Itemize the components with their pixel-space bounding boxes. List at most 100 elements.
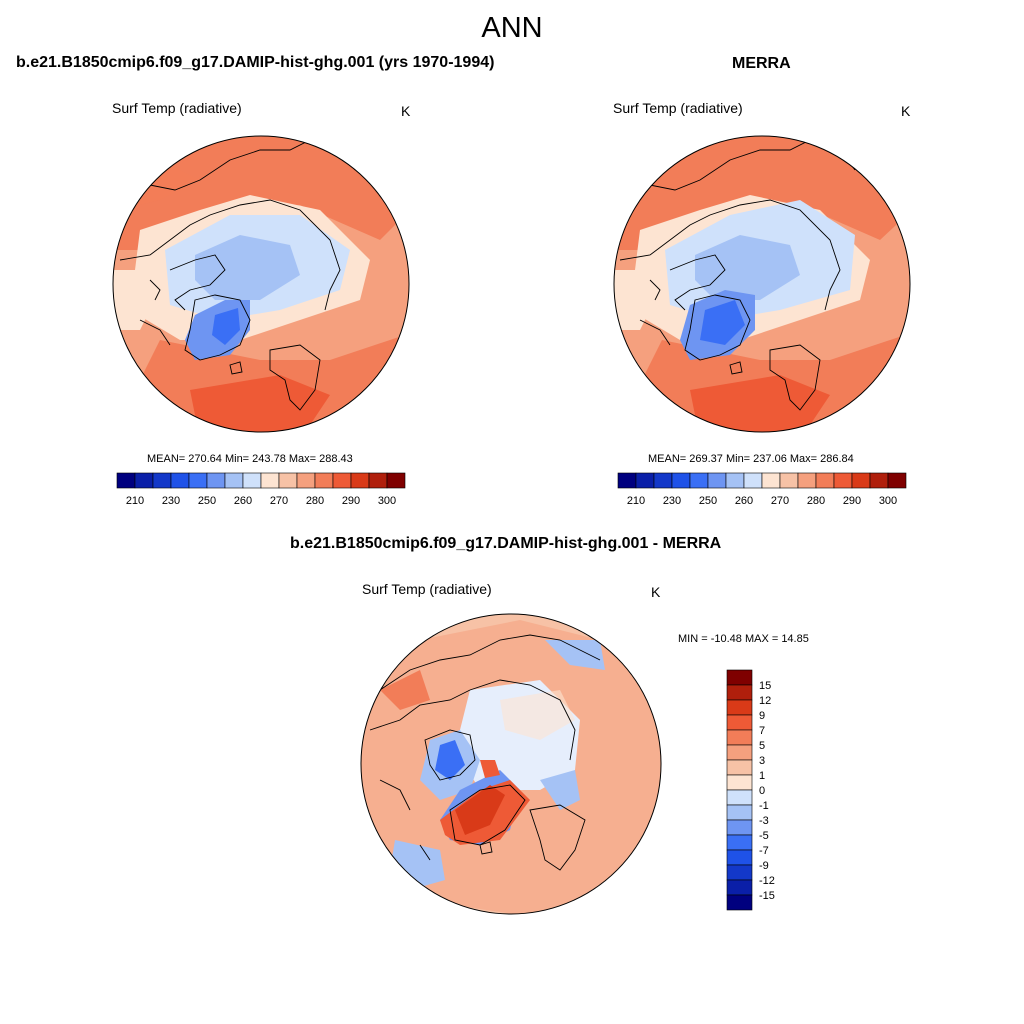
map-model-polar: [113, 136, 409, 432]
panel-1-variable: Surf Temp (radiative): [112, 100, 242, 116]
colorbar-swatch: [887, 472, 907, 489]
colorbar-swatch: [815, 472, 835, 489]
map-merra-outline: [613, 135, 911, 433]
colorbar-swatch: [332, 472, 352, 489]
colorbar-tick-label: 12: [759, 695, 771, 707]
colorbar-tick-label: 280: [807, 495, 825, 507]
panel-1-units: K: [401, 103, 411, 119]
colorbar-tick-label: 230: [162, 495, 180, 507]
colorbar-tick-label: 0: [759, 785, 765, 797]
panel-3-minmax: MIN = -10.48 MAX = 14.85: [678, 633, 809, 645]
colorbar-tick-label: 250: [699, 495, 717, 507]
colorbar-tick-label: -7: [759, 845, 769, 857]
colorbar-tick-label: 3: [759, 755, 765, 767]
colorbar-swatch: [368, 472, 388, 489]
colorbar-tick-label: -3: [759, 815, 769, 827]
colorbar-swatch: [726, 819, 753, 836]
colorbar-swatch: [726, 879, 753, 896]
colorbar-swatch: [726, 729, 753, 746]
colorbar-swatch: [134, 472, 154, 489]
panel-2-title: MERRA: [732, 55, 791, 72]
colorbar-tick-label: 230: [663, 495, 681, 507]
colorbar-swatch: [152, 472, 172, 489]
colorbar-swatch: [653, 472, 673, 489]
panel-3-units: K: [651, 584, 661, 600]
map-difference-coastlines: [369, 634, 601, 871]
figure-title: ANN: [481, 12, 543, 44]
colorbar-tick-label: -15: [759, 890, 775, 902]
colorbar-swatch: [726, 669, 753, 686]
colorbar-swatch: [726, 759, 753, 776]
panel-2-stats: MEAN= 269.37 Min= 237.06 Max= 286.84: [648, 453, 854, 465]
colorbar-tick-label: 7: [759, 725, 765, 737]
colorbar-tick-label: -5: [759, 830, 769, 842]
colorbar-tick-label: -12: [759, 875, 775, 887]
colorbar-swatch: [188, 472, 208, 489]
colorbar-swatch: [726, 834, 753, 851]
colorbar-tick-label: 290: [843, 495, 861, 507]
colorbar-swatch: [869, 472, 889, 489]
colorbar-swatch: [726, 804, 753, 821]
colorbar-tick-label: 5: [759, 740, 765, 752]
colorbar-swatch: [726, 699, 753, 716]
colorbar-tick-label: 210: [627, 495, 645, 507]
colorbar-swatch: [726, 684, 753, 701]
colorbar-tick-label: -1: [759, 800, 769, 812]
colorbar-swatch: [242, 472, 262, 489]
colorbar-swatch: [726, 864, 753, 881]
colorbar-swatch: [224, 472, 244, 489]
colorbar-swatch: [726, 849, 753, 866]
colorbar-swatch: [314, 472, 334, 489]
colorbar-swatch: [797, 472, 817, 489]
colorbar-swatch: [617, 472, 637, 489]
colorbar-tick-label: 270: [270, 495, 288, 507]
colorbar-tick-label: 9: [759, 710, 765, 722]
colorbar-tick-label: 270: [771, 495, 789, 507]
colorbar-swatch: [350, 472, 370, 489]
panel-2-variable: Surf Temp (radiative): [613, 100, 743, 116]
panel-3-title: b.e21.B1850cmip6.f09_g17.DAMIP-hist-ghg.…: [290, 535, 722, 552]
colorbar-merra: 210 230 250 260 270 280 290 300: [617, 472, 907, 507]
colorbar-swatch: [725, 472, 745, 489]
colorbar-swatch: [206, 472, 226, 489]
colorbar-swatch: [707, 472, 727, 489]
colorbar-tick-label: 260: [234, 495, 252, 507]
colorbar-tick-label: 290: [342, 495, 360, 507]
map-difference-polar: [361, 614, 661, 914]
panel-3-variable: Surf Temp (radiative): [362, 581, 492, 597]
colorbar-swatch: [296, 472, 316, 489]
colorbar-tick-label: 300: [378, 495, 396, 507]
colorbar-tick-label: 300: [879, 495, 897, 507]
map-difference-outline: [360, 613, 662, 915]
colorbar-model: 210 230 250 260 270 280 290 300: [116, 472, 406, 507]
panel-2-units: K: [901, 103, 911, 119]
colorbar-swatch: [726, 744, 753, 761]
colorbar-difference: 15 12 9 7 5 3 1 0 -1 -3 -5 -7 -9 -12 -15: [726, 669, 775, 911]
colorbar-swatch: [116, 472, 136, 489]
colorbar-swatch: [851, 472, 871, 489]
panel-1-title: b.e21.B1850cmip6.f09_g17.DAMIP-hist-ghg.…: [16, 54, 495, 71]
colorbar-swatch: [278, 472, 298, 489]
colorbar-swatch: [726, 714, 753, 731]
colorbar-swatch: [635, 472, 655, 489]
colorbar-tick-label: 210: [126, 495, 144, 507]
colorbar-tick-label: 1: [759, 770, 765, 782]
colorbar-swatch: [386, 472, 406, 489]
colorbar-swatch: [671, 472, 691, 489]
colorbar-tick-label: 260: [735, 495, 753, 507]
map-merra-polar: [614, 136, 910, 432]
colorbar-swatch: [170, 472, 190, 489]
map-model-outline: [112, 135, 410, 433]
colorbar-tick-label: 250: [198, 495, 216, 507]
colorbar-swatch: [761, 472, 781, 489]
colorbar-swatch: [689, 472, 709, 489]
colorbar-swatch: [779, 472, 799, 489]
colorbar-swatch: [726, 789, 753, 806]
colorbar-swatch: [726, 894, 753, 911]
colorbar-tick-label: 15: [759, 680, 771, 692]
colorbar-tick-label: 280: [306, 495, 324, 507]
colorbar-swatch: [833, 472, 853, 489]
colorbar-tick-label: -9: [759, 860, 769, 872]
colorbar-swatch: [260, 472, 280, 489]
